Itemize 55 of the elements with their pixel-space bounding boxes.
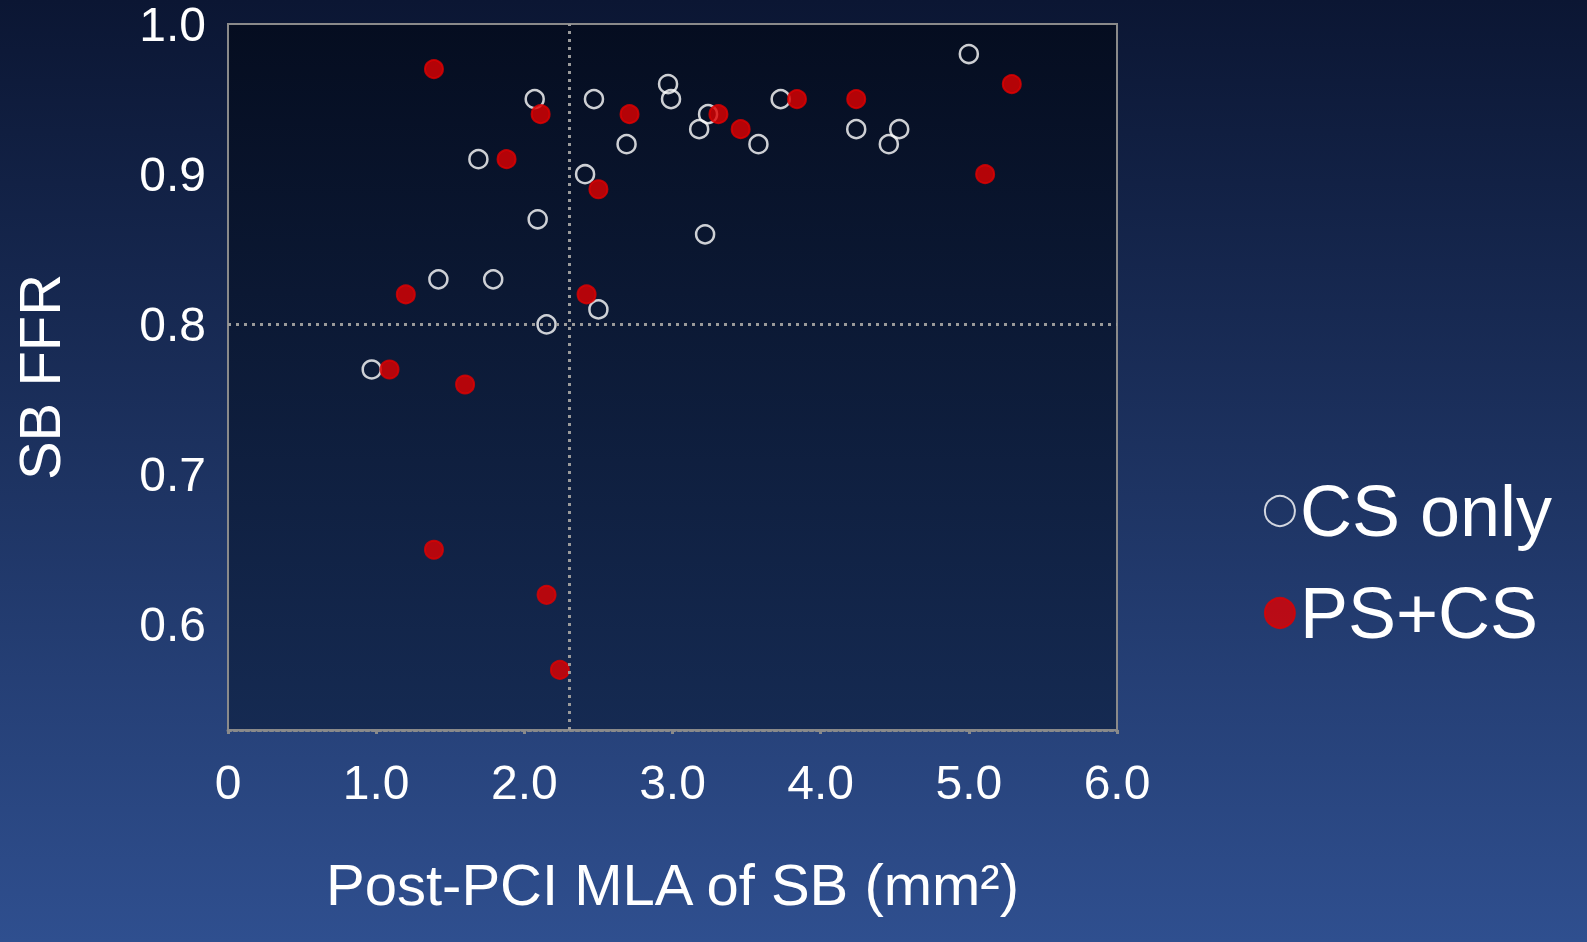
point [361,359,382,380]
x-tick-label: 5.0 [935,755,1003,809]
point [694,224,716,245]
y-tick-label: 0.6 [139,598,206,652]
point [496,149,517,170]
point [468,148,489,170]
point [657,73,679,95]
x-tick-label: 2.0 [490,755,558,809]
x-axis-title: Post-PCI MLA of SB (mm²) [326,851,1019,917]
point [660,88,682,110]
point [846,118,867,140]
point [958,43,980,65]
point [786,89,807,110]
point [975,164,996,185]
legend-label: PS+CS [1299,573,1539,653]
x-tick-label: 3.0 [639,755,706,809]
point [770,88,791,110]
x-tick-label: 6.0 [1083,755,1151,809]
point [748,133,769,155]
y-axis-title: SB FFR [6,273,72,481]
point [576,284,597,305]
point [549,659,570,680]
point [482,269,504,290]
point [846,89,867,110]
point [588,299,609,320]
point [583,88,605,110]
point [536,314,557,335]
y-tick-label: 0.9 [139,147,206,201]
point [616,133,637,155]
point [423,539,444,560]
point [708,104,729,125]
point [536,584,557,605]
point [588,179,609,200]
y-tick-label: 0.7 [139,448,206,502]
y-tick-label: 1.0 [139,0,206,51]
x-tick-label: 0 [214,755,242,809]
point [530,104,551,125]
point [888,118,910,140]
point [1001,74,1022,95]
point [428,269,449,290]
point [395,284,416,305]
point [379,359,400,380]
point [688,118,710,140]
point [619,104,640,125]
point [527,209,548,230]
point [423,59,444,80]
x-tick-label: 1.0 [342,755,410,809]
legend-label: CS only [1299,471,1552,551]
point [574,163,596,185]
point [455,374,476,395]
point [878,133,900,155]
y-tick-label: 0.8 [139,297,206,351]
point [524,88,545,110]
x-tick-label: 4.0 [787,755,855,809]
point [730,119,751,140]
